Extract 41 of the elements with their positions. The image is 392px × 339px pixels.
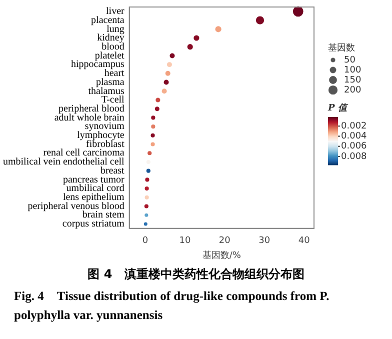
y-tick-label: lung	[106, 24, 124, 35]
y-tick-label: pancreas tumor	[62, 174, 126, 186]
y-tick-label: T-cell	[101, 94, 125, 106]
y-tick-label: corpus striatum	[62, 218, 125, 230]
x-tick-label: 10	[179, 236, 191, 246]
legend-label: 150	[344, 75, 362, 86]
x-tick-label: 0	[142, 236, 148, 246]
y-tick-label: blood	[102, 41, 124, 52]
legend-label: 50	[344, 55, 356, 66]
y-tick-label: breast	[100, 165, 125, 176]
x-tick-label: 40	[298, 236, 310, 246]
color-bar-label: 0.006	[341, 142, 368, 152]
y-tick-label: umbilical vein endothelial cell	[2, 156, 125, 168]
y-tick-label: plasma	[96, 76, 125, 88]
color-bar-title: P 值	[327, 102, 349, 114]
y-tick-label: lymphocyte	[77, 130, 125, 142]
y-tick-label: brain stem	[82, 210, 125, 221]
y-tick-label: heart	[104, 68, 125, 80]
x-tick-label: 20	[218, 236, 231, 246]
y-tick-label: platelet	[94, 50, 125, 62]
y-tick-label: synovium	[84, 121, 125, 132]
legend-title: 基因数	[328, 42, 355, 54]
y-tick-label: hippocampus	[71, 59, 124, 70]
x-tick-label: 30	[258, 236, 270, 246]
color-bar-label: 0.002	[341, 121, 367, 132]
x-axis-title: 基因数/%	[202, 250, 242, 261]
text: Fig. 4 Tissue distribution of drug-like compounds from P. polyphylla var. yunnanensis	[14, 288, 330, 324]
y-tick-label: fibroblast	[86, 138, 125, 150]
y-tick-label: liver	[106, 6, 126, 18]
color-bar-label: 0.008	[341, 152, 368, 162]
y-tick-label: umbilical cord	[66, 183, 124, 194]
y-tick-label: thalamus	[88, 86, 124, 97]
legend-label: 100	[344, 65, 362, 76]
y-tick-label: lens epithelium	[62, 192, 125, 204]
text: 图 4 滇重楼中类药性化合物组织分布图	[86, 266, 306, 283]
y-tick-label: placenta	[91, 14, 125, 26]
y-tick-label: renal cell carcinoma	[43, 148, 125, 159]
y-tick-label: peripheral blood	[58, 103, 124, 114]
color-bar-label: 0.004	[341, 132, 368, 142]
y-tick-label: kidney	[97, 32, 124, 44]
legend-label: 200	[344, 85, 362, 96]
